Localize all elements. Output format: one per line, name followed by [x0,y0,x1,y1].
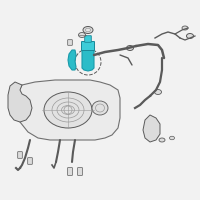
Circle shape [64,106,72,114]
Ellipse shape [83,26,93,33]
Ellipse shape [154,90,162,95]
Ellipse shape [78,32,86,38]
FancyBboxPatch shape [85,36,91,42]
Ellipse shape [92,101,108,115]
Ellipse shape [186,33,194,38]
Polygon shape [8,82,32,122]
FancyBboxPatch shape [68,168,72,175]
Ellipse shape [159,138,165,142]
FancyBboxPatch shape [78,168,82,175]
FancyBboxPatch shape [28,158,32,164]
FancyBboxPatch shape [18,152,22,158]
Ellipse shape [44,92,92,128]
Polygon shape [82,41,94,71]
FancyBboxPatch shape [82,42,95,50]
Ellipse shape [170,136,174,140]
Polygon shape [143,115,160,142]
Ellipse shape [127,46,134,50]
FancyBboxPatch shape [68,40,72,45]
Ellipse shape [86,28,90,32]
Polygon shape [16,80,120,140]
Polygon shape [68,50,76,70]
Ellipse shape [182,26,188,30]
